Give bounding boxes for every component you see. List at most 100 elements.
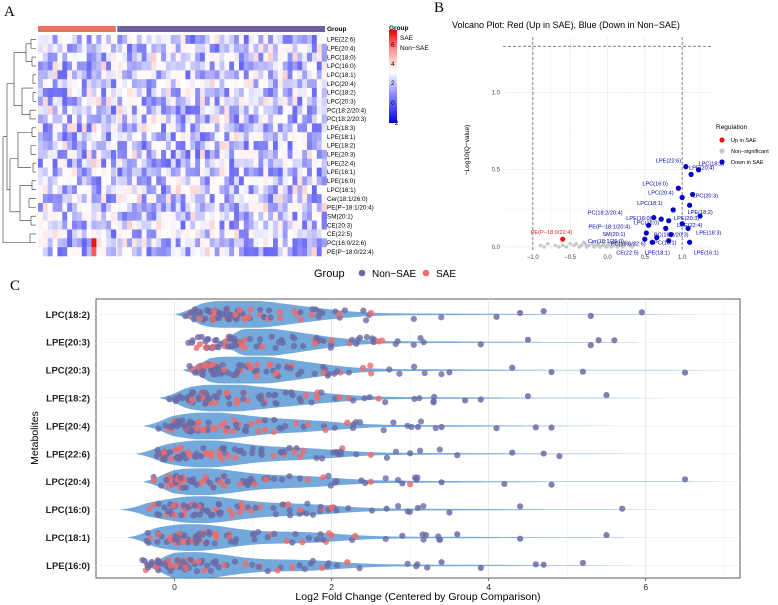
- violin-point-sae: [267, 361, 274, 368]
- heatmap-cell: [165, 70, 172, 80]
- heatmap-cell: [156, 52, 162, 62]
- heatmap-cell: [302, 43, 308, 53]
- heatmap-cell: [282, 158, 288, 168]
- heatmap-scale-tick: 6: [391, 42, 395, 49]
- heatmap-cell: [146, 61, 152, 71]
- violin-point-nonsae: [446, 509, 453, 516]
- heatmap-cell: [117, 176, 123, 186]
- violin-point-nonsae: [296, 475, 304, 482]
- heatmap-cell: [81, 132, 88, 142]
- heatmap-cell: [263, 88, 269, 98]
- annotation-bar-nonsae: [117, 26, 325, 32]
- volcano-point-ns: [632, 242, 637, 246]
- violin-point-sae: [209, 424, 216, 431]
- heatmap-cell: [229, 238, 235, 248]
- heatmap-cell: [263, 220, 269, 230]
- heatmap-cell: [204, 211, 211, 221]
- violin-point-nonsae: [288, 389, 295, 396]
- heatmap-cell: [190, 43, 196, 53]
- violin-point-sae: [276, 309, 283, 316]
- heatmap-cell: [258, 211, 264, 221]
- heatmap-cell: [96, 167, 102, 177]
- heatmap-cell: [277, 149, 284, 160]
- heatmap-cell: [272, 185, 279, 195]
- heatmap-cell: [292, 52, 298, 62]
- violin-point-nonsae: [395, 503, 402, 510]
- heatmap-cell: [136, 61, 143, 71]
- volcano-point-ns: [596, 242, 601, 246]
- heatmap-cell: [127, 176, 133, 186]
- heatmap-cell: [292, 229, 298, 239]
- heatmap-cell: [131, 238, 138, 248]
- heatmap-cell: [214, 35, 220, 45]
- heatmap-cell: [52, 167, 58, 177]
- violin-point-nonsae: [493, 425, 500, 432]
- heatmap-cell: [234, 158, 240, 168]
- violin-point-nonsae: [186, 362, 193, 370]
- heatmap-cell: [161, 123, 167, 133]
- violin-point-nonsae: [258, 451, 265, 459]
- heatmap-cell: [180, 158, 186, 168]
- heatmap-cell: [146, 70, 152, 80]
- heatmap-cell: [219, 194, 225, 204]
- heatmap-cell: [175, 70, 181, 80]
- violin-point-nonsae: [313, 536, 321, 543]
- heatmap-cell: [151, 185, 157, 195]
- heatmap-cell: [321, 88, 327, 98]
- heatmap-cell: [229, 158, 235, 168]
- heatmap-cell: [297, 70, 303, 80]
- heatmap-cell: [127, 202, 133, 213]
- violin-point-nonsae: [404, 422, 411, 429]
- heatmap-cell: [238, 167, 245, 177]
- heatmap-cell: [127, 88, 133, 98]
- violin-point-nonsae: [200, 531, 207, 538]
- heatmap-cell: [200, 247, 206, 257]
- heatmap-cell: [214, 247, 220, 257]
- heatmap-cell: [272, 52, 279, 62]
- heatmap-cell: [282, 167, 288, 177]
- heatmap-cell: [180, 176, 186, 186]
- violin-point-nonsae: [139, 556, 146, 564]
- heatmap-cell: [195, 105, 201, 115]
- heatmap-cell: [101, 149, 107, 160]
- heatmap-cell: [282, 149, 288, 160]
- heatmap-cell: [248, 211, 254, 221]
- heatmap-cell: [214, 61, 220, 71]
- heatmap-cell: [91, 43, 97, 53]
- heatmap-cell: [282, 247, 288, 257]
- violin-point-sae: [368, 370, 375, 377]
- violin-point-nonsae: [276, 424, 283, 432]
- heatmap-cell: [47, 247, 53, 257]
- heatmap-cell: [307, 88, 313, 98]
- heatmap-cell: [287, 79, 293, 89]
- heatmap-cell: [136, 149, 143, 160]
- violin-point-nonsae: [258, 446, 265, 453]
- volcano-label-down: PC(18:2/20:4): [588, 211, 623, 217]
- heatmap-cell: [292, 211, 298, 221]
- heatmap-cell: [156, 114, 162, 124]
- heatmap-cell: [146, 202, 152, 213]
- heatmap-cell: [321, 149, 327, 160]
- volcano-label-down: LPE(20:4): [689, 165, 714, 171]
- heatmap-cell: [131, 79, 138, 89]
- heatmap-cell: [185, 194, 191, 204]
- heatmap-cell: [311, 202, 318, 213]
- heatmap-cell: [67, 167, 73, 177]
- heatmap-cell: [42, 247, 49, 257]
- heatmap-cell: [316, 79, 323, 89]
- heatmap-cell: [277, 43, 284, 53]
- heatmap-cell: [146, 105, 152, 115]
- violin-point-nonsae: [309, 511, 317, 518]
- heatmap-cell: [151, 52, 157, 62]
- heatmap-cell: [38, 105, 44, 115]
- heatmap-cell: [106, 35, 112, 45]
- violin-point-nonsae: [325, 472, 332, 479]
- heatmap-cell: [272, 70, 279, 80]
- volcano-point-down: [689, 191, 696, 198]
- heatmap-cell: [91, 35, 97, 45]
- heatmap-cell: [229, 194, 235, 204]
- heatmap-cell: [91, 105, 97, 115]
- heatmap-cell: [185, 132, 191, 142]
- heatmap-cell: [214, 238, 220, 248]
- heatmap-cell: [165, 149, 172, 160]
